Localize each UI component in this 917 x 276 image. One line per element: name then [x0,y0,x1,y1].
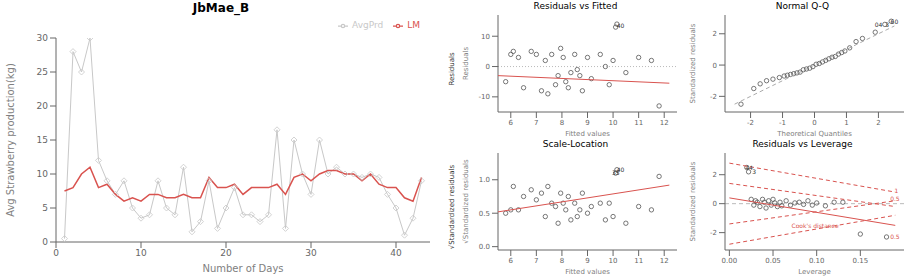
html-text:Scale-Location: Scale-Location [542,139,609,149]
svg-text:√Standardized residuals: √Standardized residuals [462,159,470,244]
svg-text:8: 8 [560,257,564,265]
svg-text:0.0: 0.0 [479,243,490,251]
svg-text:-2: -2 [747,119,754,127]
svg-text:25: 25 [37,67,48,77]
svg-text:20: 20 [220,248,232,258]
svg-text:0.5: 0.5 [890,233,900,240]
svg-text:9: 9 [585,119,589,127]
html-text:Residuals vs Leverage: Residuals vs Leverage [752,139,853,149]
svg-text:0.5: 0.5 [479,210,490,218]
svg-text:Standardized residuals: Standardized residuals [689,23,697,103]
svg-text:9: 9 [585,257,589,265]
svg-text:Fitted values: Fitted values [565,268,610,276]
svg-text:1.0: 1.0 [479,176,490,184]
svg-text:0: 0 [713,62,717,70]
svg-text:2: 2 [713,171,717,179]
svg-text:2: 2 [876,119,880,127]
svg-text:5: 5 [42,203,48,213]
svg-text:Leverage: Leverage [798,268,830,276]
svg-text:40: 40 [390,248,402,258]
svg-text:0.05: 0.05 [765,257,781,265]
svg-text:44: 44 [745,163,753,171]
svg-text:0.10: 0.10 [809,257,825,265]
svg-text:40: 40 [617,22,625,29]
svg-text:3: 3 [885,21,889,28]
svg-text:20: 20 [37,101,49,111]
svg-text:0: 0 [713,200,717,208]
svg-text:30: 30 [37,33,49,43]
svg-text:6: 6 [509,257,514,265]
svg-text:10: 10 [609,119,618,127]
svg-text:0.5: 0.5 [890,195,900,202]
svg-text:8: 8 [560,119,564,127]
svg-text:3: 3 [752,168,756,175]
svg-text:10: 10 [481,33,490,41]
html-text:√Standardized residuals: √Standardized residuals [448,164,456,250]
svg-text:Standardized residuals: Standardized residuals [689,161,697,241]
svg-text:-1: -1 [779,119,786,127]
svg-text:40: 40 [617,166,625,173]
svg-text:Avg Strawberry production(kg): Avg Strawberry production(kg) [8,63,16,217]
svg-text:1: 1 [844,119,848,127]
svg-text:10: 10 [135,248,147,258]
svg-text:-2: -2 [710,93,717,101]
svg-text:Theoretical Quantiles: Theoretical Quantiles [776,130,852,138]
svg-text:10: 10 [37,169,49,179]
svg-text:0: 0 [53,248,59,258]
svg-text:04: 04 [875,21,883,28]
svg-text:Residuals: Residuals [462,47,470,81]
html-text:Normal Q-Q: Normal Q-Q [775,1,830,11]
svg-text:11: 11 [634,257,643,265]
svg-text:60: 60 [891,18,899,25]
svg-text:15: 15 [37,135,48,145]
html-text:Residuals: Residuals [448,52,456,86]
svg-text:12: 12 [660,257,669,265]
svg-text:6: 6 [509,119,514,127]
svg-text:7: 7 [534,119,538,127]
svg-text:10: 10 [609,257,618,265]
svg-text:-10: -10 [479,93,490,101]
html-text:Residuals vs Fitted: Residuals vs Fitted [533,1,618,11]
svg-text:Fitted values: Fitted values [565,130,610,138]
svg-text:11: 11 [634,119,643,127]
svg-text:30: 30 [305,248,317,258]
svg-text:0: 0 [42,237,48,247]
svg-text:0: 0 [486,63,490,71]
html-text:LM: LM [407,20,420,30]
html-text:AvgPrd: AvgPrd [352,20,384,30]
svg-text:0.00: 0.00 [722,257,738,265]
html-text:JbMae_B: JbMae_B [192,1,250,15]
svg-text:Cook's distance: Cook's distance [791,222,838,229]
svg-text:0.15: 0.15 [853,257,869,265]
svg-text:12: 12 [660,119,669,127]
svg-text:0: 0 [812,119,816,127]
svg-text:Number of Days: Number of Days [202,263,283,274]
svg-text:7: 7 [534,257,538,265]
svg-text:1: 1 [895,187,899,194]
svg-text:-2: -2 [710,229,717,237]
svg-text:2: 2 [713,30,717,38]
